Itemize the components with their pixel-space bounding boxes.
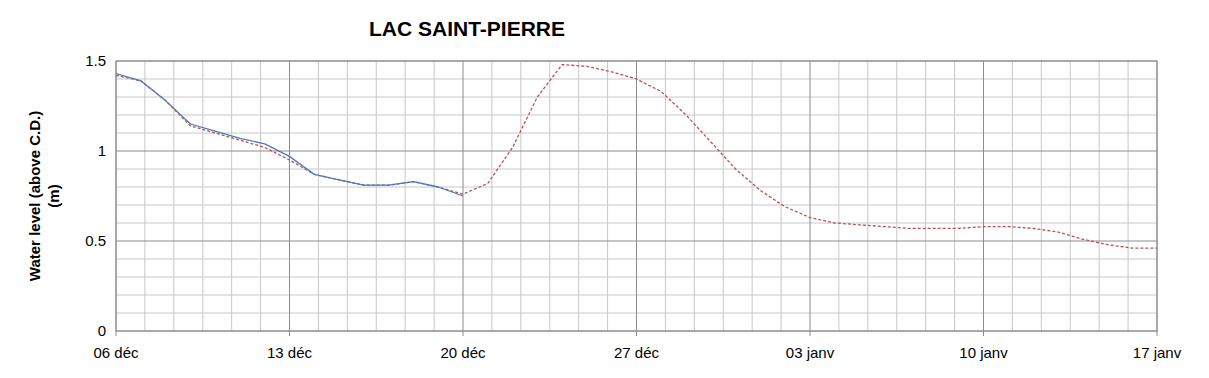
minor-grid-line [781,61,782,331]
x-tick-label: 10 janv [959,344,1008,361]
grid [116,61,1157,331]
minor-grid-line [607,61,608,331]
minor-grid-line [838,61,839,331]
minor-grid-line [202,61,203,331]
minor-grid-line [1070,61,1071,331]
minor-grid-line [347,61,348,331]
x-grid-line [983,61,984,331]
x-tick-label: 27 déc [614,344,660,361]
y-grid-line [116,241,1157,242]
x-tick [1157,331,1158,336]
x-tick [636,331,637,336]
minor-grid-line [752,61,753,331]
minor-grid-line [491,61,492,331]
chart-svg: 06 déc 13 déc 20 déc 27 déc 03 janv 10 janv 17… [0,0,1209,378]
minor-grid-line [867,61,868,331]
minor-grid-line [1099,61,1100,331]
minor-grid-line [954,61,955,331]
y-tick-label: 0.5 [85,232,106,249]
x-tick-label: 06 déc [93,344,139,361]
x-tick [983,331,984,336]
minor-grid-line [376,61,377,331]
minor-grid-line [925,61,926,331]
minor-grid-line [1041,61,1042,331]
x-tick-label: 20 déc [440,344,486,361]
minor-grid-line [694,61,695,331]
minor-grid-line [549,61,550,331]
minor-grid-line [896,61,897,331]
minor-grid-line [405,61,406,331]
x-tick-label: 03 janv [786,344,835,361]
minor-grid-line [260,61,261,331]
minor-grid-line [520,61,521,331]
minor-grid-line [144,61,145,331]
x-tick [810,331,811,336]
series-line [116,74,463,196]
x-tick-label: 17 janv [1133,344,1182,361]
minor-grid-line [231,61,232,331]
chart-container: 06 déc 13 déc 20 déc 27 déc 03 janv 10 janv 17… [0,0,1209,378]
minor-grid-line [723,61,724,331]
x-tick [289,331,290,336]
y-tick-label: 1 [98,142,106,159]
x-grid-line [636,61,637,331]
y-tick-label: 1.5 [85,52,106,69]
x-grid-line [810,61,811,331]
x-tick [463,331,464,336]
x-grid-line [289,61,290,331]
minor-grid-line [1012,61,1013,331]
y-axis-label: Water level (above C.D.)(m) [26,111,62,281]
minor-grid-line [578,61,579,331]
minor-grid-line [665,61,666,331]
minor-grid-line [173,61,174,331]
plot-frame [116,61,1157,331]
series-line [116,65,1157,249]
minor-grid-line [434,61,435,331]
series-group [116,65,1157,249]
chart-title: LAC SAINT-PIERRE [369,17,565,40]
x-tick-label: 13 déc [267,344,313,361]
minor-grid-line [318,61,319,331]
minor-grid-line [1128,61,1129,331]
y-tick-label: 0 [98,322,106,339]
x-tick [116,331,117,336]
